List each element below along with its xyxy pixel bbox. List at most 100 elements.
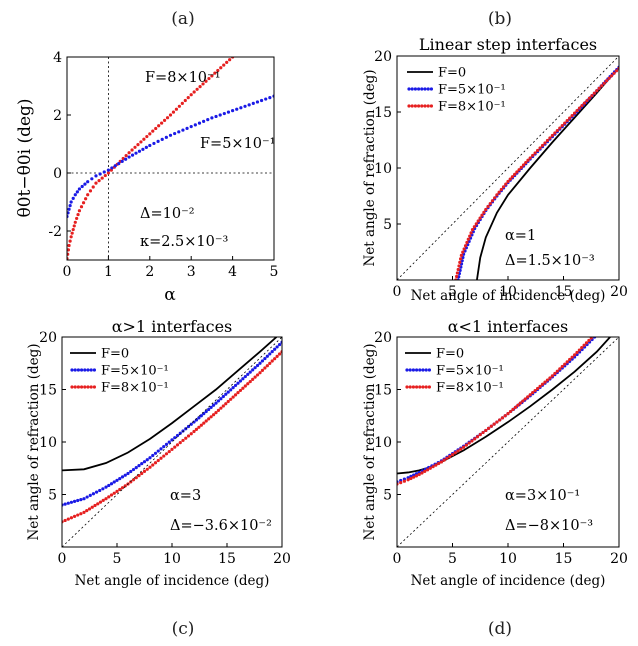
data-point [120, 486, 125, 490]
data-point [275, 354, 279, 358]
data-point [216, 68, 220, 73]
y-axis-label-b: Net angle of refraction (deg) [362, 69, 378, 266]
data-point [538, 146, 542, 150]
data-point [468, 234, 472, 238]
legend-swatch [86, 368, 90, 372]
data-point [580, 104, 584, 108]
data-point [216, 408, 221, 412]
y-tick-label: 5 [383, 217, 392, 233]
data-point [587, 96, 592, 100]
reference-diagonal-c [62, 337, 282, 547]
series-line-d-0 [397, 337, 611, 475]
legend-entry: F=8×10⁻¹ [438, 100, 506, 115]
data-point [473, 437, 477, 441]
data-point [521, 163, 526, 167]
plot-area-b [397, 56, 619, 280]
data-point [607, 76, 611, 80]
data-point [528, 393, 532, 397]
data-point [185, 126, 189, 130]
legend-swatch [417, 87, 421, 91]
data-point [206, 118, 210, 122]
data-point [550, 133, 555, 138]
data-point [260, 359, 265, 363]
data-point [506, 412, 510, 416]
data-point [476, 219, 480, 223]
data-point [75, 216, 79, 221]
data-point [100, 176, 104, 180]
data-point [79, 498, 83, 502]
data-point [442, 458, 446, 462]
data-point [465, 240, 469, 245]
y-tick-label: 20 [374, 330, 392, 346]
data-point [587, 338, 591, 343]
data-point [148, 132, 152, 136]
data-point [489, 424, 493, 428]
data-point [207, 417, 211, 421]
data-point [156, 449, 160, 453]
data-point [548, 376, 552, 380]
data-point [194, 427, 199, 431]
data-point [536, 386, 540, 391]
data-point [197, 425, 201, 429]
annotation-a-f5: F=5×10⁻¹ [200, 136, 276, 152]
data-point [510, 175, 515, 179]
data-point [77, 187, 82, 191]
data-point [428, 466, 432, 470]
data-point [251, 368, 255, 372]
ticks-c: 0 5 10 15 20 5 10 15 20 [39, 330, 291, 567]
data-point [518, 401, 522, 405]
legend-entry: F=5×10⁻¹ [101, 364, 169, 379]
data-point [178, 441, 182, 445]
data-point [160, 137, 164, 141]
data-point [231, 109, 235, 113]
data-point [241, 386, 245, 390]
reference-diagonal-d [397, 337, 619, 547]
data-point [202, 421, 206, 425]
data-point [77, 209, 82, 213]
data-point [570, 355, 574, 359]
data-point [431, 465, 435, 469]
data-point [488, 202, 492, 206]
data-point [134, 465, 138, 470]
data-point [140, 471, 144, 476]
data-point [265, 354, 269, 358]
data-point [112, 491, 116, 495]
data-point [167, 440, 171, 444]
data-point [115, 478, 119, 482]
data-point [524, 161, 528, 165]
data-point [225, 60, 229, 64]
data-point [492, 422, 496, 426]
legend-swatch [89, 368, 93, 372]
data-point [458, 257, 463, 261]
data-point [209, 405, 213, 409]
legend-swatch [429, 87, 433, 91]
data-point [523, 397, 527, 401]
data-point [63, 502, 67, 506]
x-tick-label: 15 [218, 551, 236, 567]
data-point [94, 490, 99, 494]
data-point [610, 74, 614, 78]
ticks-d: 0 5 10 15 20 5 10 15 20 [374, 330, 628, 567]
data-point [101, 498, 105, 503]
data-point [612, 71, 616, 75]
annotation-b-alpha: α=1 [505, 228, 536, 244]
data-point [207, 76, 211, 81]
data-point [577, 348, 581, 352]
data-point [536, 148, 540, 153]
data-point [219, 66, 223, 70]
data-point [600, 84, 604, 88]
x-tick-label: 20 [610, 284, 628, 300]
data-point [423, 469, 427, 473]
data-point [88, 493, 92, 497]
data-point [495, 420, 499, 424]
data-point [184, 436, 188, 440]
data-point [120, 475, 125, 479]
data-point [558, 367, 562, 371]
chart-title-d: α<1 interfaces [448, 317, 569, 336]
data-point [589, 337, 593, 340]
y-tick-label: 4 [53, 50, 62, 66]
data-point [504, 182, 508, 186]
y-tick-label: 10 [374, 161, 392, 177]
data-point [531, 391, 535, 395]
data-point [98, 488, 102, 493]
